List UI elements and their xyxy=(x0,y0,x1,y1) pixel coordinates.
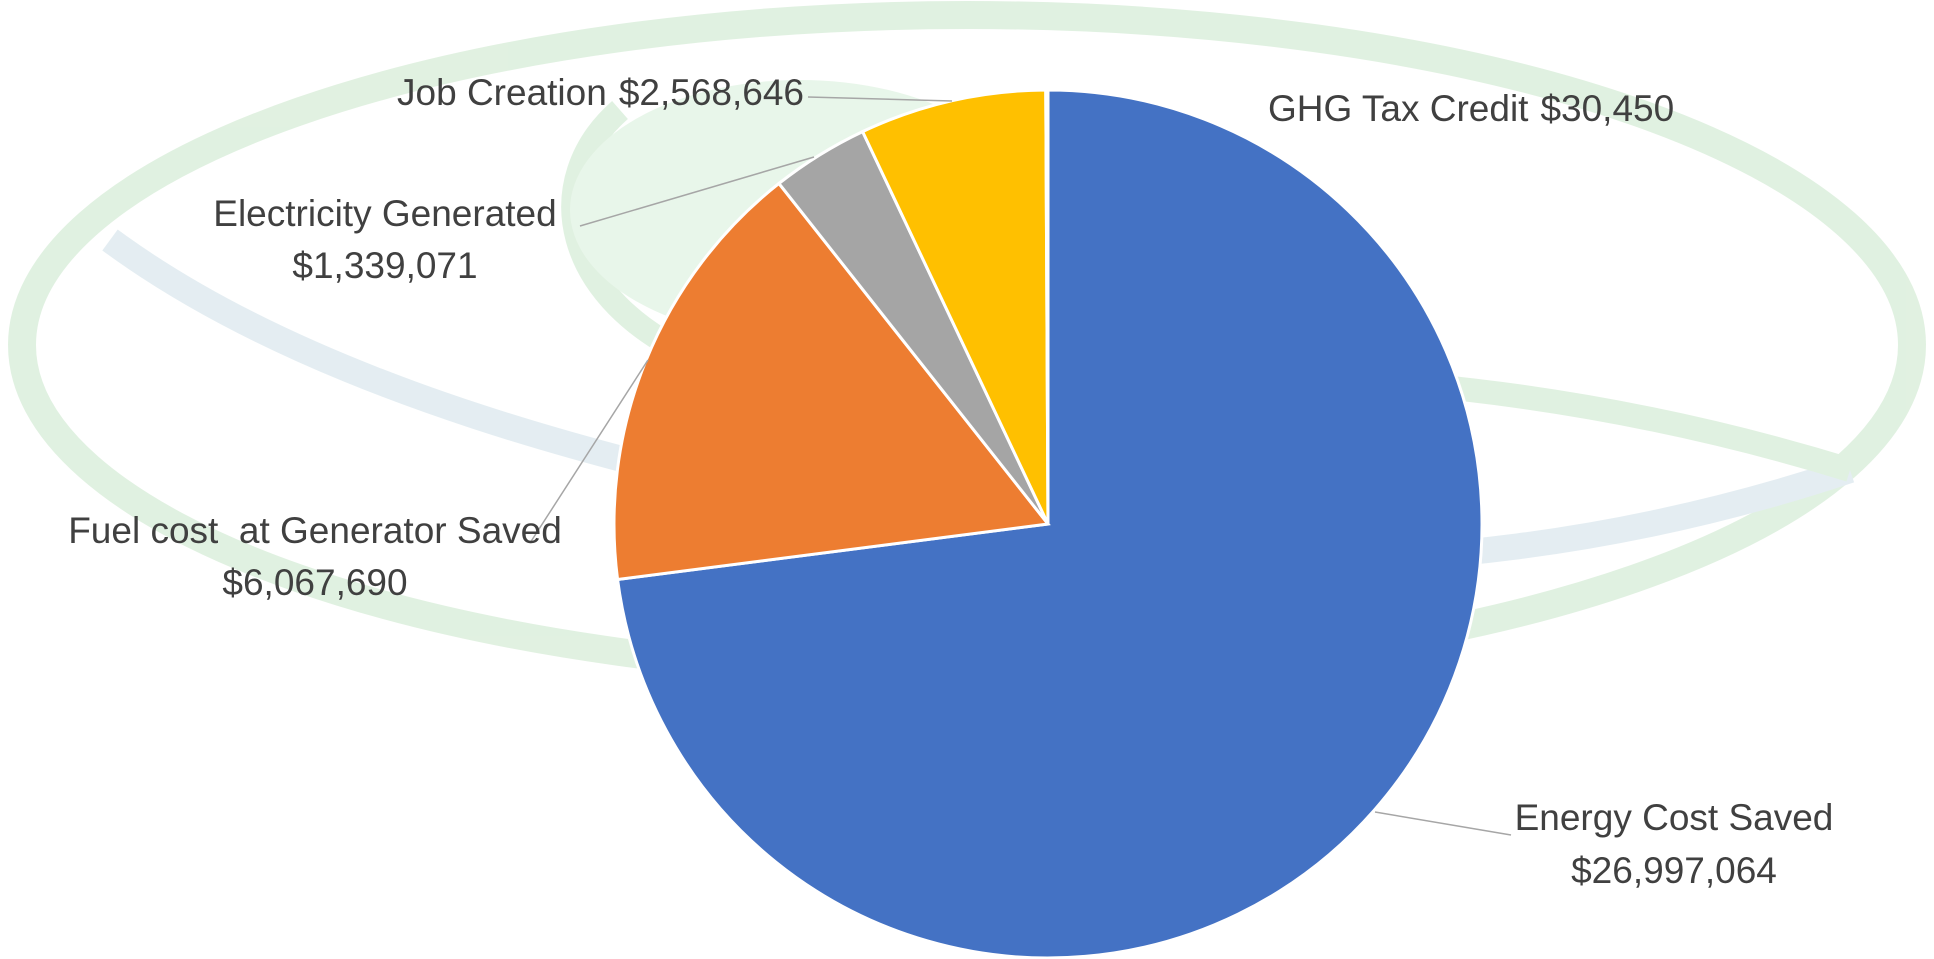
data-label-name: Electricity Generated xyxy=(213,193,556,234)
data-label-name: GHG Tax Credit xyxy=(1268,88,1529,129)
data-label: GHG Tax Credit $30,450 xyxy=(1268,88,1674,129)
data-label-value: $1,339,071 xyxy=(292,245,477,286)
data-label-value: $2,568,646 xyxy=(619,72,804,113)
leader-line xyxy=(529,359,649,544)
leader-line xyxy=(579,156,815,227)
data-label: Job Creation $2,568,646 xyxy=(397,72,804,113)
data-label-value: $30,450 xyxy=(1540,88,1674,129)
leader-line xyxy=(807,96,953,102)
data-label-name: Energy Cost Saved xyxy=(1515,797,1834,838)
pie-slice xyxy=(612,181,1051,582)
data-label-value: $6,067,690 xyxy=(222,562,407,603)
leader-line xyxy=(1374,811,1512,836)
data-label-name: Fuel cost at Generator Saved xyxy=(68,510,562,551)
data-label-value: $26,997,064 xyxy=(1571,850,1777,891)
pie-slice xyxy=(1044,88,1050,525)
data-label-name: Job Creation xyxy=(397,72,607,113)
